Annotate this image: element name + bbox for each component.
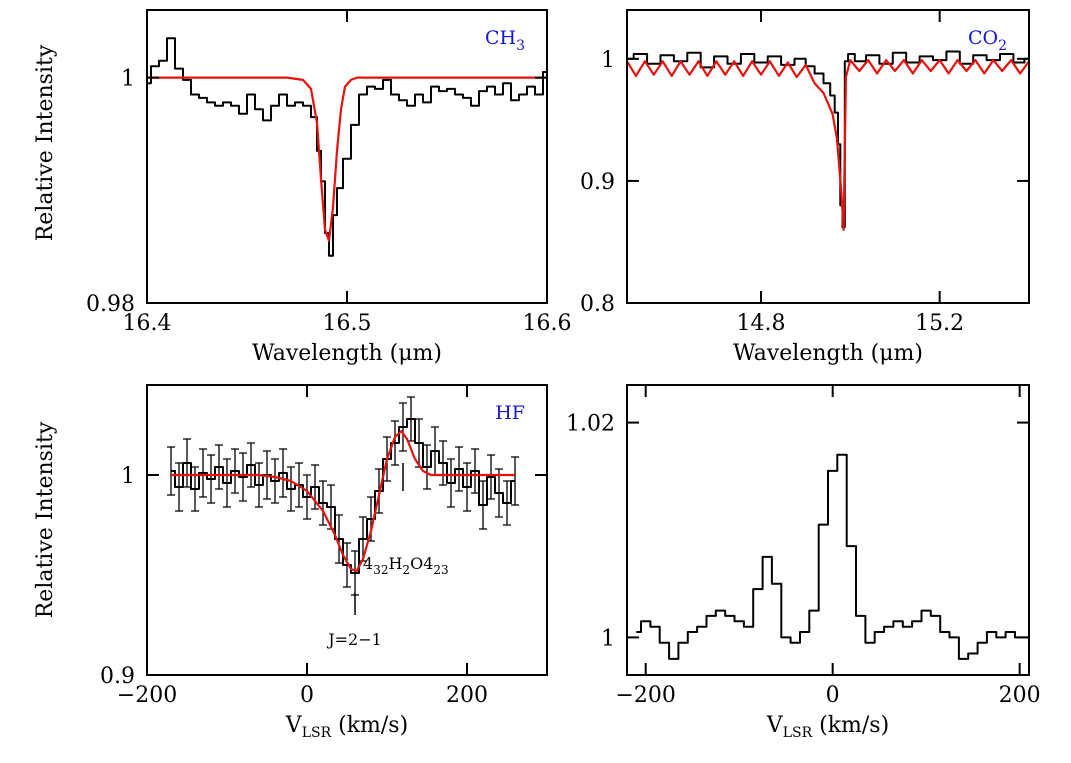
y-tick-label: 0.98 — [86, 292, 135, 317]
error-bar — [439, 440, 447, 486]
xlabel: VLSR (km/s) — [766, 713, 889, 741]
error-bar — [463, 462, 471, 512]
x-tick-label: 200 — [999, 683, 1041, 708]
error-bar — [183, 438, 191, 488]
error-bar — [391, 420, 399, 466]
error-bar — [447, 458, 455, 508]
error-bar — [511, 456, 519, 506]
y-tick-label: 1 — [601, 48, 615, 73]
y-tick-label: 1 — [121, 464, 135, 489]
xlabel: Wavelength (μm) — [733, 341, 923, 366]
error-bar — [343, 542, 351, 588]
x-tick-label: 14.8 — [737, 311, 786, 336]
annotation-j21: J=2−1 — [326, 630, 382, 649]
y-tick-label: 1.02 — [566, 412, 615, 437]
panel-ch3: 16.4 16.5 16.6 0.98 1 CH3 Wavelength (μm) — [86, 9, 572, 366]
plot-frame — [626, 9, 1030, 304]
x-tick-label: 16.5 — [323, 311, 372, 336]
error-bar — [199, 448, 207, 498]
series-observed — [627, 50, 1029, 229]
error-bar — [423, 444, 431, 490]
error-bar — [175, 462, 183, 512]
plot-frame — [146, 9, 548, 304]
error-bar — [479, 480, 487, 530]
series-model — [147, 76, 547, 243]
error-bar — [335, 514, 343, 564]
error-bar — [223, 458, 231, 508]
series-observed — [147, 37, 547, 257]
error-bar — [303, 474, 311, 520]
error-bar — [495, 468, 503, 518]
x-tick-label: 16.6 — [523, 311, 572, 336]
error-bar — [279, 448, 287, 498]
series-model — [627, 59, 1029, 231]
panel-co2: 14.8 15.2 0.8 0.9 1 CO2 Wavelength (μm) — [580, 9, 1030, 366]
error-bar — [207, 454, 215, 504]
y-tick-label: 0.9 — [100, 664, 135, 689]
x-tick-label: 16.4 — [123, 311, 172, 336]
error-bar — [215, 444, 223, 490]
series-model — [171, 429, 515, 573]
y-tick-label: 1 — [121, 67, 135, 92]
error-bar — [471, 448, 479, 494]
error-bar — [503, 480, 511, 526]
panel-title: CH3 — [485, 27, 525, 54]
series-observed — [171, 418, 515, 574]
error-bar — [287, 466, 295, 512]
x-tick-label: 15.2 — [915, 311, 964, 336]
series-spectrum — [636, 453, 1029, 660]
error-bar — [319, 480, 327, 526]
error-bar — [415, 418, 423, 468]
error-bar — [167, 446, 175, 496]
panel-residual: −200 0 200 1 1.02 VLSR (km/s) — [566, 384, 1041, 741]
x-tick-label: 0 — [300, 683, 314, 708]
error-bar — [487, 454, 495, 500]
xlabel: VLSR (km/s) — [285, 713, 408, 741]
panel-title: CO2 — [968, 27, 1007, 54]
error-bar — [239, 452, 247, 502]
annotation-h2o: 432H2O423 — [363, 554, 449, 577]
plot-frame — [626, 384, 1030, 676]
x-tick-label: 200 — [446, 683, 488, 708]
x-tick-label: 0 — [826, 683, 840, 708]
error-bar — [247, 442, 255, 488]
ylabel-top: Relative Intensity — [33, 44, 58, 241]
panel-title: HF — [495, 402, 525, 424]
error-bar — [455, 446, 463, 492]
error-bar — [271, 458, 279, 504]
y-tick-label: 1 — [601, 626, 615, 651]
x-tick-label: −200 — [117, 683, 177, 708]
x-tick-label: −200 — [615, 683, 675, 708]
y-tick-label: 0.8 — [580, 292, 615, 317]
error-bar — [231, 448, 239, 494]
panel-hf: −200 0 200 0.9 1 HF VLSR (km/s) J=2−1 432H2O4… — [100, 384, 548, 741]
xlabel: Wavelength (μm) — [252, 341, 442, 366]
y-tick-label: 0.9 — [580, 170, 615, 195]
error-bar — [255, 462, 263, 508]
plot-frame — [146, 384, 548, 676]
error-bar — [399, 402, 407, 452]
ylabel-bottom: Relative Intensity — [33, 421, 58, 618]
